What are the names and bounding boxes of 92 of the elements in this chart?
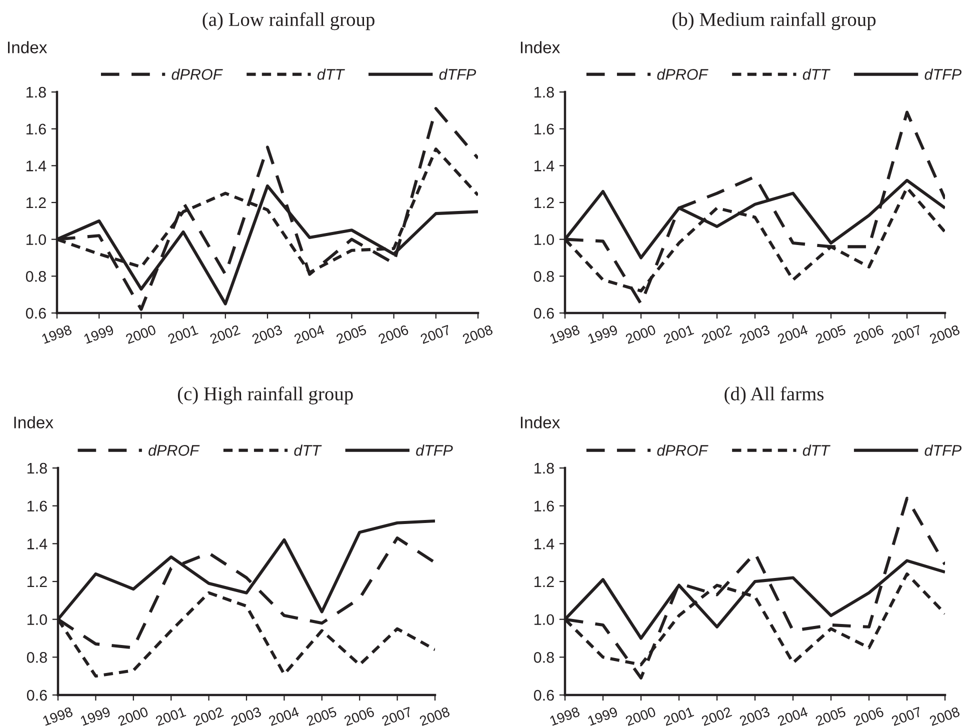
y-tick-label: 0.6 <box>26 308 46 319</box>
x-tick-label: 2005 <box>306 706 338 726</box>
x-tick-label: 2004 <box>777 324 808 344</box>
x-tick-label: 2001 <box>155 706 186 726</box>
y-tick-label: 1.4 <box>26 160 46 172</box>
y-tick-label: 1.6 <box>28 500 47 512</box>
x-tick-label: 1999 <box>83 324 114 344</box>
x-tick-label: 2004 <box>294 324 326 344</box>
y-tick-label: 1.4 <box>28 538 48 550</box>
x-tick-label: 2005 <box>815 324 846 344</box>
x-tick-label: 1998 <box>549 706 580 726</box>
y-tick-label: 0.6 <box>534 690 554 701</box>
y-tick-label: 1.0 <box>534 234 554 246</box>
y-tick-label: 1.8 <box>534 462 554 474</box>
x-tick-label: 2004 <box>777 706 808 726</box>
y-tick-label: 1.2 <box>534 576 554 588</box>
x-tick-label: 2008 <box>929 706 960 726</box>
x-tick-label: 2002 <box>209 324 241 344</box>
y-tick-label: 0.8 <box>26 271 46 282</box>
y-tick-label: 1.0 <box>534 614 554 626</box>
x-tick-label: 2000 <box>625 324 656 344</box>
x-tick-label: 2000 <box>625 706 656 726</box>
legend-label: dTFP <box>416 444 453 456</box>
y-axis-title: Index <box>14 416 54 428</box>
x-tick-label: 2005 <box>336 324 367 344</box>
y-axis-title: Index <box>520 41 560 54</box>
x-tick-label: 2002 <box>192 706 224 726</box>
y-tick-label: 0.8 <box>26 652 47 663</box>
x-tick-label: 1999 <box>80 706 111 726</box>
x-tick-label: 2004 <box>268 706 300 726</box>
y-tick-label: 1.4 <box>534 160 554 172</box>
y-tick-label: 1.8 <box>28 462 47 474</box>
x-tick-label: 2001 <box>663 706 694 726</box>
x-tick-label: 1998 <box>42 706 74 726</box>
x-tick-label: 2000 <box>117 706 149 726</box>
y-tick-label: 1.0 <box>28 614 47 626</box>
x-tick-label: 2003 <box>230 706 262 726</box>
y-tick-label: 0.6 <box>26 690 47 701</box>
chart-title: (b) Medium rainfall group <box>672 12 876 30</box>
x-tick-label: 2008 <box>419 706 450 726</box>
x-tick-label: 2006 <box>378 324 410 344</box>
y-tick-label: 1.4 <box>534 538 554 550</box>
y-tick-label: 1.6 <box>26 124 46 135</box>
y-tick-label: 1.2 <box>26 197 46 208</box>
y-tick-label: 1.2 <box>534 197 554 208</box>
y-tick-label: 1.8 <box>534 86 554 98</box>
legend-label: dTT <box>317 68 345 80</box>
x-tick-label: 2000 <box>125 324 156 344</box>
legend-label: dPROF <box>148 444 200 456</box>
x-tick-label: 2007 <box>420 324 452 344</box>
y-tick-label: 0.6 <box>534 308 554 319</box>
y-tick-label: 1.2 <box>28 576 47 588</box>
y-tick-label: 1.6 <box>534 124 554 135</box>
legend-label: dTT <box>294 444 322 456</box>
x-tick-label: 2007 <box>891 324 922 344</box>
x-tick-label: 2005 <box>815 706 846 726</box>
x-tick-label: 2006 <box>853 706 884 726</box>
x-tick-label: 2003 <box>739 706 770 726</box>
x-tick-label: 1998 <box>549 324 580 344</box>
legend-label: dTFP <box>439 68 476 80</box>
x-tick-label: 2001 <box>167 324 198 344</box>
x-tick-label: 1998 <box>41 324 72 344</box>
chart-title: (c) High rainfall group <box>178 386 353 404</box>
legend-label: dTT <box>802 444 830 456</box>
x-tick-label: 2008 <box>929 324 960 344</box>
y-tick-label: 1.6 <box>534 500 554 512</box>
x-tick-label: 2002 <box>701 706 732 726</box>
x-tick-label: 1999 <box>587 706 618 726</box>
legend-label: dTT <box>802 68 830 80</box>
x-tick-label: 2006 <box>344 706 375 726</box>
chart-title: (d) All farms <box>724 386 824 404</box>
y-tick-label: 0.8 <box>534 652 554 663</box>
x-tick-label: 2006 <box>853 324 884 344</box>
x-tick-label: 2003 <box>252 324 283 344</box>
x-tick-label: 2007 <box>891 706 922 726</box>
x-tick-label: 2003 <box>739 324 770 344</box>
legend-label: dTFP <box>924 68 962 80</box>
y-tick-label: 1.0 <box>26 234 46 246</box>
y-axis-title: Index <box>520 416 560 428</box>
legend-label: dPROF <box>657 68 708 80</box>
x-tick-label: 1999 <box>587 324 618 344</box>
y-tick-label: 1.8 <box>26 86 46 98</box>
x-tick-label: 2008 <box>462 324 494 344</box>
legend-label: dTFP <box>924 444 962 456</box>
y-tick-label: 0.8 <box>534 271 554 282</box>
chart-title: (a) Low rainfall group <box>202 12 374 30</box>
y-axis-title: Index <box>8 41 48 54</box>
x-tick-label: 2001 <box>663 324 694 344</box>
x-tick-label: 2002 <box>701 324 732 344</box>
x-tick-label: 2007 <box>381 706 412 726</box>
legend-label: dPROF <box>657 444 708 456</box>
legend-label: dPROF <box>172 68 223 80</box>
